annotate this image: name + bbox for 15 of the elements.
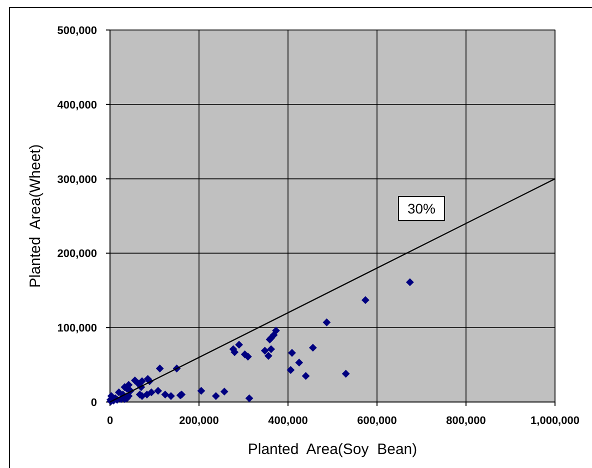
y-tick-label: 300,000 bbox=[57, 174, 97, 186]
annotation: 30% bbox=[407, 200, 436, 217]
x-axis-title: Planted Area(Soy Bean) bbox=[248, 441, 418, 458]
y-tick-label: 500,000 bbox=[57, 25, 97, 37]
x-tick-label: 0 bbox=[106, 415, 114, 427]
y-tick-label: 200,000 bbox=[57, 248, 97, 260]
y-tick-label: 0 bbox=[90, 397, 97, 409]
x-tick-label: 1,000,000 bbox=[530, 415, 580, 427]
x-tick-label: 400,000 bbox=[268, 415, 308, 427]
x-tick-label: 600,000 bbox=[357, 415, 397, 427]
y-axis-title: Planted Area(Wheet) bbox=[27, 144, 44, 288]
y-tick-label: 400,000 bbox=[57, 99, 97, 112]
x-tick-label: 800,000 bbox=[446, 415, 486, 427]
y-tick-label: 100,000 bbox=[57, 322, 97, 335]
x-tick-label: 200,000 bbox=[179, 415, 219, 427]
